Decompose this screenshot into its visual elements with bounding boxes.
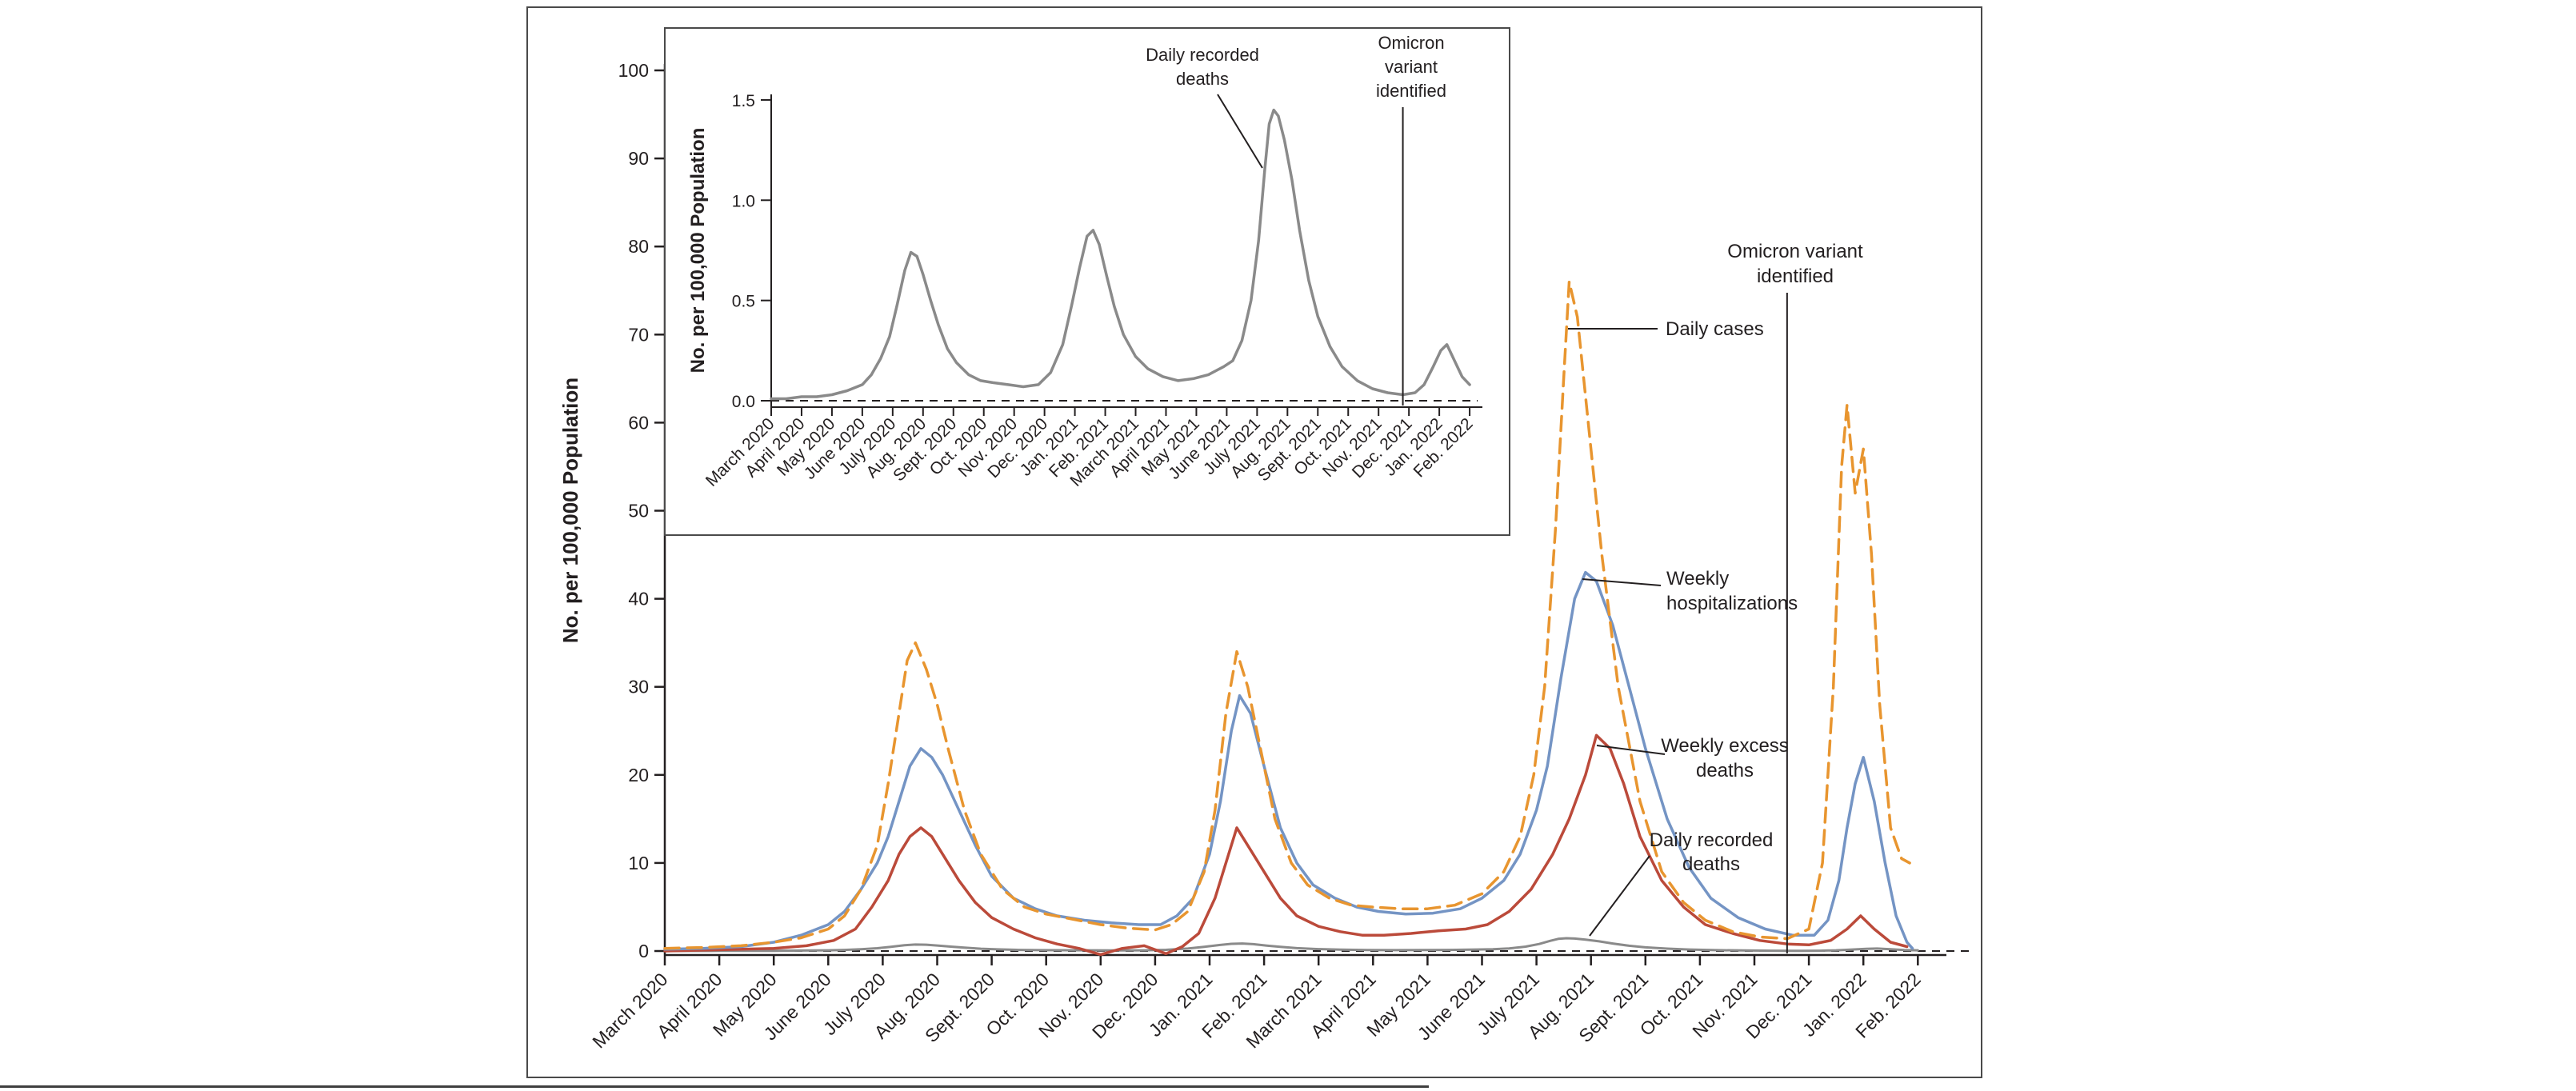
inset-y-axis-title: No. per 100,000 Population — [687, 128, 709, 374]
daily_recorded_deaths_label-leader-line — [1217, 94, 1263, 169]
daily_recorded_deaths_label-text: Daily recorded — [1146, 45, 1259, 65]
y-tick-label: 20 — [628, 765, 649, 785]
page-bottom-rule — [0, 1085, 1429, 1088]
y-tick-label: 0.5 — [732, 293, 755, 311]
figure-panel: 0 10 20 30 40 50 60 70 80 90 100 March 2020 April 20… — [526, 6, 1982, 1078]
x-tick-label: March 2020 — [588, 969, 671, 1052]
omicron-text: identified — [1376, 81, 1446, 101]
omicron-text: Omicron — [1378, 33, 1444, 53]
y-tick-label: 60 — [628, 412, 649, 433]
daily_recorded_deaths_label-text: deaths — [1176, 69, 1229, 89]
weekly_hospitalizations_label-text: hospitalizations — [1666, 593, 1798, 614]
y-tick-label: 0.0 — [732, 393, 755, 411]
y-tick-label: 70 — [628, 324, 649, 345]
daily_recorded_deaths_label-text: deaths — [1682, 853, 1740, 875]
weekly_hospitalizations_label-leader-line — [1582, 578, 1662, 586]
weekly_hospitalizations_label-text: Weekly — [1666, 568, 1729, 589]
weekly_excess_deaths_label-leader-line — [1596, 745, 1666, 755]
inset-box — [664, 27, 1510, 536]
y-tick-label: 50 — [628, 501, 649, 522]
y-tick-label: 0 — [638, 941, 649, 961]
daily_recorded_deaths_label-leader-line — [1589, 855, 1650, 937]
daily_recorded_deaths_label-text: Daily recorded — [1650, 829, 1774, 851]
y-tick-label: 1.0 — [732, 192, 755, 210]
series-daily-recorded-deaths-line — [770, 108, 1471, 401]
y-tick-label: 1.5 — [732, 92, 755, 110]
omicron-text: Omicron variant — [1727, 241, 1863, 262]
y-tick-label: 40 — [628, 589, 649, 609]
y-tick-label: 10 — [628, 853, 649, 873]
series-daily-recorded-deaths-line — [663, 937, 1919, 953]
series-weekly-excess-deaths-line — [663, 733, 1909, 957]
weekly_excess_deaths_label-text: Weekly excess — [1661, 735, 1789, 757]
y-tick-label: 100 — [618, 60, 649, 81]
omicron-text: identified — [1757, 266, 1834, 287]
series-weekly-hospitalizations-line — [663, 570, 1914, 951]
omicron-text: variant — [1385, 57, 1438, 77]
y-tick-label: 30 — [628, 677, 649, 697]
y-tick-label: 90 — [628, 148, 649, 169]
main-y-axis-title: No. per 100,000 Population — [558, 378, 582, 643]
daily_cases_label-text: Daily cases — [1666, 318, 1764, 340]
y-tick-label: 80 — [628, 236, 649, 257]
weekly_excess_deaths_label-text: deaths — [1696, 760, 1754, 781]
